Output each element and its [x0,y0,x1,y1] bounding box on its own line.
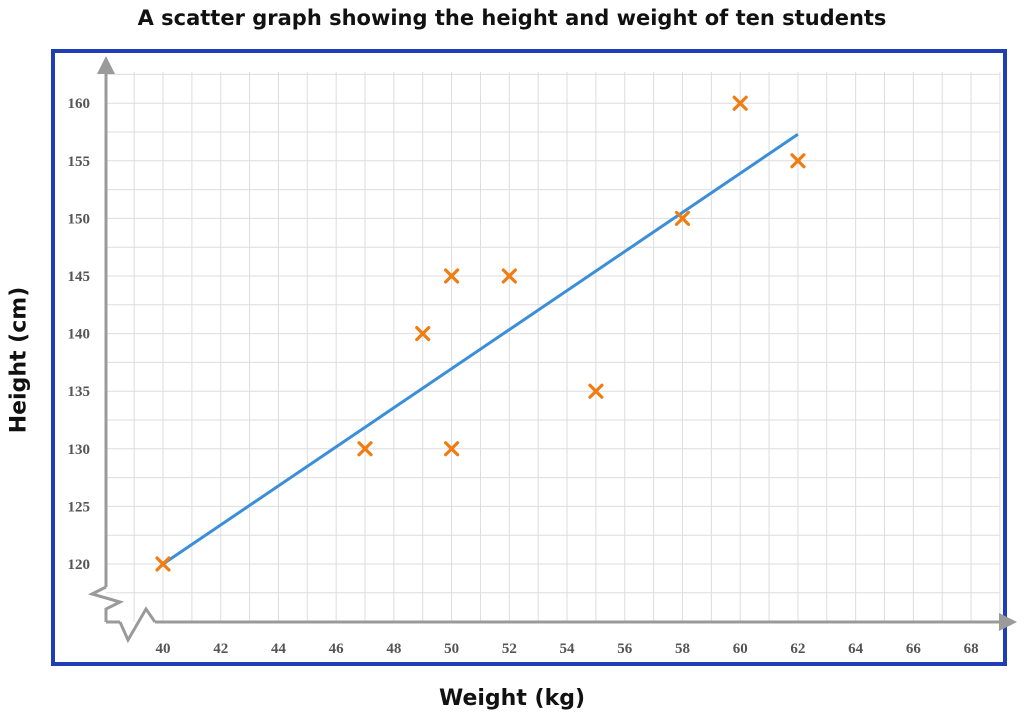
x-tick-label: 42 [213,641,228,657]
y-axis-title: Height (cm) [6,286,32,434]
y-axis-arrow [97,56,115,74]
x-tick-label: 40 [156,641,171,657]
data-points [155,95,806,572]
axes [87,56,1017,644]
x-tick-label: 58 [675,641,690,657]
chart-title: A scatter graph showing the height and w… [137,6,887,30]
y-axis-break [87,585,125,622]
x-tick-label: 68 [964,641,979,657]
x-tick-label: 44 [271,641,287,657]
y-tick-label: 120 [68,557,91,573]
x-tick-label: 64 [848,641,864,657]
x-tick-label: 66 [906,641,922,657]
x-axis-break [118,606,157,644]
data-point [444,441,460,457]
data-point [588,383,604,399]
data-point [790,153,806,169]
y-tick-label: 150 [68,211,91,227]
y-tick-label: 125 [68,499,91,515]
line-of-best-fit [162,133,799,566]
y-tick-label: 160 [68,96,91,112]
y-tick-label: 135 [68,384,91,400]
y-tick-label: 145 [68,269,91,285]
x-tick-label: 62 [790,641,805,657]
data-point [674,210,691,226]
y-tick-label: 155 [68,154,91,170]
x-tick-label: 54 [560,641,576,657]
chart-frame [51,49,1007,666]
x-axis-arrow [999,613,1017,631]
x-tick-label: 60 [733,641,748,657]
tick-labels: 40 42 44 46 48 50 52 54 56 58 60 62 64 66 68 120 125 130 1… [68,96,979,657]
x-tick-label: 48 [386,641,401,657]
data-point [732,95,748,111]
data-point [501,268,517,284]
best-fit-layer [162,133,799,566]
data-point [155,556,171,572]
x-tick-label: 46 [329,641,345,657]
x-tick-label: 50 [444,641,459,657]
data-point [357,441,373,457]
data-point [444,268,460,284]
y-tick-label: 130 [68,442,91,458]
grid [106,72,1001,622]
y-tick-label: 140 [68,327,91,343]
x-axis-title: Weight (kg) [438,686,586,711]
data-point [415,326,431,342]
x-tick-label: 52 [502,641,517,657]
x-tick-label: 56 [617,641,633,657]
